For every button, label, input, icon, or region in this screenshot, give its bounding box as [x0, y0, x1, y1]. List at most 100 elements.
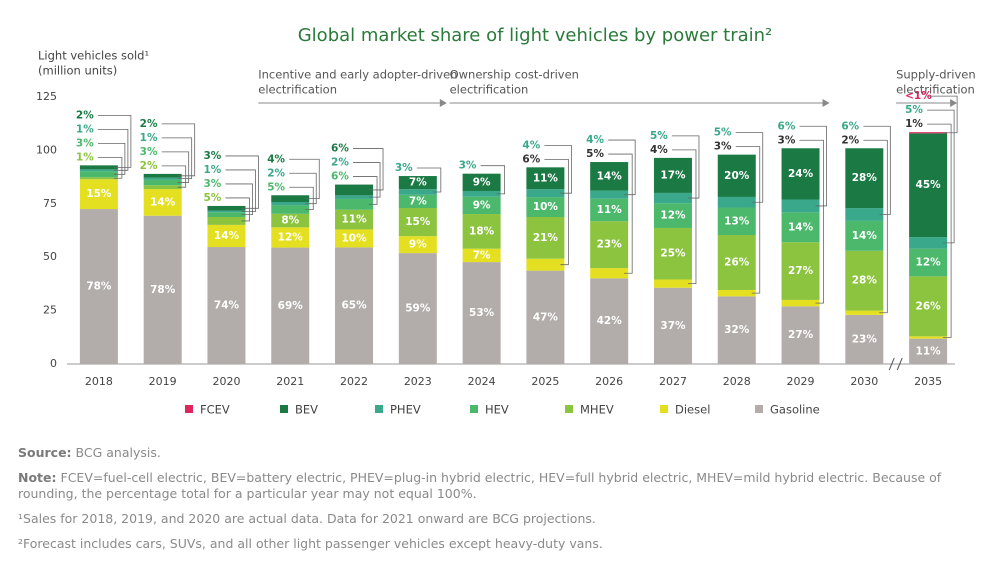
- data-label: 24%: [788, 168, 814, 180]
- bar-segment: [845, 208, 884, 221]
- x-tick-label: 2029: [787, 375, 815, 388]
- data-label: 5%: [650, 130, 668, 142]
- note-text: ¹Sales for 2018, 2019, and 2020 are actu…: [18, 511, 596, 526]
- leader-line: [927, 123, 952, 338]
- bar-segment: [781, 306, 820, 364]
- bar-segment: [781, 242, 820, 300]
- annotation: electrification: [896, 83, 975, 97]
- leader-line: [225, 197, 250, 222]
- data-label: 2%: [140, 118, 158, 130]
- bar-segment: [271, 227, 310, 248]
- leader-line: [97, 114, 132, 168]
- x-tick-label: 2035: [914, 375, 942, 388]
- bar-segment: [335, 229, 374, 248]
- bar-segment: [526, 270, 565, 364]
- annotation: Ownership cost-driven: [450, 68, 579, 82]
- bar-segment: [462, 196, 501, 215]
- x-tick-label: 2024: [468, 375, 496, 388]
- bar-segment: [845, 250, 884, 311]
- bar-segment: [845, 310, 884, 315]
- leader-line: [353, 148, 384, 191]
- legend-swatch: [185, 405, 193, 413]
- bar-segment: [143, 173, 182, 178]
- bar-segment: [207, 205, 246, 211]
- data-label: 3%: [459, 160, 477, 172]
- y-tick-label: 75: [43, 197, 57, 210]
- data-label: 4%: [522, 139, 540, 151]
- legend-swatch: [375, 405, 383, 413]
- leader-line: [97, 142, 126, 175]
- data-label: 9%: [409, 239, 427, 251]
- data-label: 7%: [409, 177, 427, 189]
- bar-segment: [653, 287, 692, 364]
- data-label: 7%: [409, 195, 427, 207]
- leader-line: [799, 139, 824, 304]
- legend-swatch: [565, 405, 573, 413]
- leader-line: [161, 151, 190, 183]
- bar-segment: [909, 132, 948, 134]
- bar-segment: [271, 202, 310, 206]
- bar-segment: [590, 190, 629, 199]
- bar-segment: [79, 165, 118, 170]
- data-label: 9%: [473, 199, 491, 211]
- data-label: 10%: [341, 232, 367, 244]
- leader-line: [225, 183, 253, 216]
- leader-line: [544, 144, 572, 194]
- leader-line: [289, 172, 317, 205]
- data-label: 14%: [214, 230, 240, 242]
- data-label: 11%: [916, 345, 942, 357]
- data-label: 15%: [405, 216, 431, 228]
- legend-swatch: [755, 405, 763, 413]
- data-label: 15%: [86, 188, 112, 200]
- bar-segment: [398, 253, 437, 364]
- bar-segment: [79, 209, 118, 364]
- y-tick-label: 100: [36, 143, 57, 156]
- leader-line: [863, 125, 891, 215]
- bar-segment: [207, 217, 246, 225]
- note-text: FCEV=fuel-cell electric, BEV=battery ele…: [18, 470, 942, 501]
- data-label: 78%: [150, 284, 176, 296]
- bar-segment: [335, 195, 374, 199]
- bar-segment: [207, 212, 246, 218]
- bar-segment: [335, 198, 374, 210]
- x-tick-label: 2030: [850, 375, 878, 388]
- data-label: 4%: [267, 153, 285, 165]
- leader-line: [735, 132, 764, 203]
- bar-segment: [781, 212, 820, 243]
- annotation: electrification: [450, 83, 529, 97]
- data-label: 3%: [203, 150, 221, 162]
- bar-segment: [590, 162, 629, 191]
- bar-segment: [207, 247, 246, 364]
- legend-label: Diesel: [675, 403, 710, 417]
- bar-segment: [717, 296, 756, 364]
- y-tick-label: 25: [43, 304, 57, 317]
- data-label: <1%: [905, 90, 932, 102]
- legend-label: MHEV: [580, 403, 614, 417]
- data-label: 47%: [533, 311, 559, 323]
- data-label: 69%: [278, 300, 304, 312]
- leader-line: [97, 156, 123, 179]
- bar-segment: [526, 167, 565, 190]
- data-label: 27%: [788, 265, 814, 277]
- bar-segment: [79, 177, 118, 180]
- bar-segment: [526, 197, 565, 218]
- y-tick-label: 0: [50, 357, 57, 370]
- bar-segment: [398, 176, 437, 190]
- data-label: 26%: [916, 300, 942, 312]
- data-label: 17%: [660, 169, 686, 181]
- bar-segment: [79, 171, 118, 178]
- data-label: 5%: [203, 192, 221, 204]
- axis-break: [888, 357, 903, 371]
- x-tick-label: 2021: [276, 375, 304, 388]
- note-text: BCG analysis.: [75, 445, 161, 460]
- data-label: 12%: [660, 210, 686, 222]
- data-label: 65%: [341, 300, 367, 312]
- bar-segment: [207, 210, 246, 213]
- data-label: 18%: [469, 225, 495, 237]
- leader-line: [927, 109, 955, 244]
- data-label: 9%: [473, 176, 491, 188]
- leader-line: [416, 167, 442, 193]
- note-label: Note:: [18, 470, 57, 485]
- bar-segment: [717, 207, 756, 236]
